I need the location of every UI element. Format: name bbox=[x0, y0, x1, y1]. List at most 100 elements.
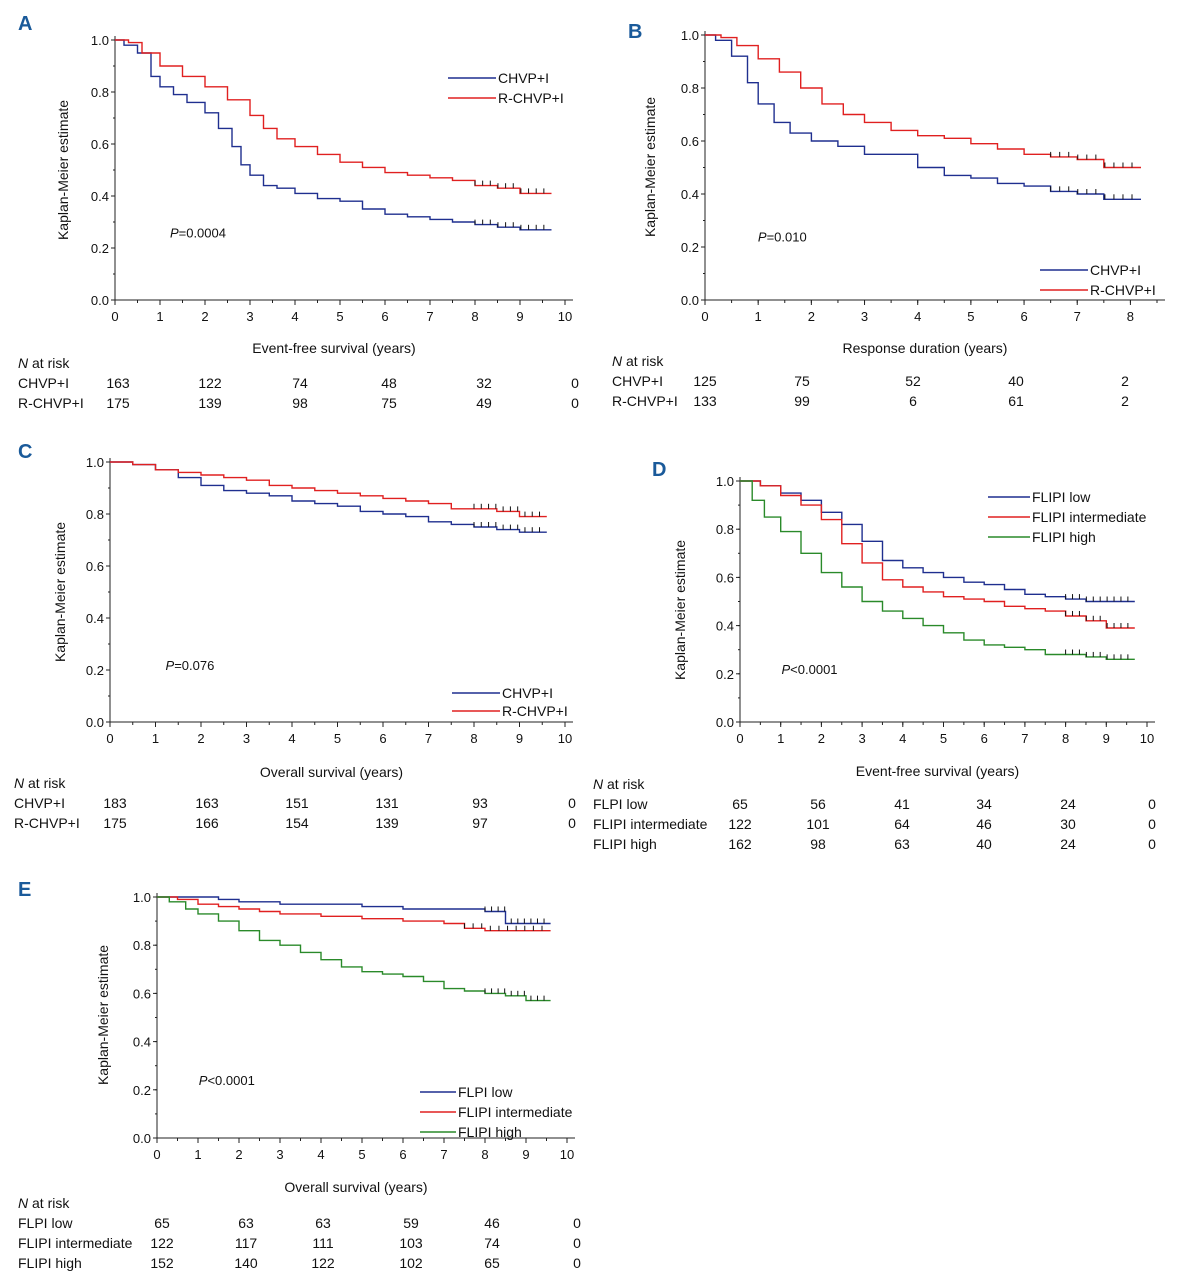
x-tick-label: 1 bbox=[755, 309, 762, 324]
series-line-0 bbox=[705, 34, 1141, 200]
y-tick-label: 0.8 bbox=[716, 522, 734, 537]
risk-value: 152 bbox=[150, 1255, 174, 1271]
y-axis-label: Kaplan-Meier estimate bbox=[55, 100, 71, 240]
y-axis-label: Kaplan-Meier estimate bbox=[95, 945, 111, 1085]
legend-label: FLIPI intermediate bbox=[1032, 509, 1147, 525]
risk-value: 0 bbox=[571, 375, 579, 391]
risk-value: 0 bbox=[1148, 796, 1156, 812]
risk-value: 34 bbox=[976, 796, 992, 812]
x-tick-label: 1 bbox=[777, 731, 784, 746]
x-tick-label: 2 bbox=[818, 731, 825, 746]
x-tick-label: 8 bbox=[481, 1147, 488, 1162]
risk-value: 63 bbox=[238, 1215, 254, 1231]
y-tick-label: 1.0 bbox=[91, 33, 109, 48]
x-tick-label: 3 bbox=[276, 1147, 283, 1162]
x-axis-label: Event-free survival (years) bbox=[856, 763, 1019, 779]
x-axis-label: Response duration (years) bbox=[843, 340, 1008, 356]
p-value: P=0.076 bbox=[166, 658, 215, 673]
x-tick-label: 0 bbox=[106, 731, 113, 746]
series-line-1 bbox=[705, 34, 1141, 169]
risk-value: 0 bbox=[573, 1235, 581, 1251]
x-tick-label: 0 bbox=[736, 731, 743, 746]
y-tick-label: 0.0 bbox=[86, 715, 104, 730]
risk-value: 131 bbox=[375, 795, 399, 811]
y-tick-label: 0.4 bbox=[716, 619, 734, 634]
risk-value: 74 bbox=[292, 375, 308, 391]
risk-value: 122 bbox=[311, 1255, 335, 1271]
risk-value: 154 bbox=[285, 815, 309, 831]
risk-value: 24 bbox=[1060, 836, 1076, 852]
x-tick-label: 5 bbox=[336, 309, 343, 324]
risk-value: 63 bbox=[315, 1215, 331, 1231]
legend-label: FLIPI high bbox=[458, 1124, 522, 1140]
y-tick-label: 0.6 bbox=[716, 570, 734, 585]
panel-b: B 0.0 0.2 0.4 0.6 0.8 1.0 0 1 2 3 4 5 6 7 8 Response dur… bbox=[612, 21, 1165, 409]
risk-table-header: N at risk bbox=[18, 1195, 70, 1211]
y-tick-label: 0.6 bbox=[86, 559, 104, 574]
y-tick-label: 1.0 bbox=[86, 455, 104, 470]
panel-label: B bbox=[628, 21, 642, 43]
y-tick-label: 0.2 bbox=[91, 241, 109, 256]
x-tick-label: 2 bbox=[235, 1147, 242, 1162]
risk-value: 166 bbox=[195, 815, 219, 831]
risk-value: 175 bbox=[103, 815, 127, 831]
legend-label: FLIPI low bbox=[1032, 489, 1091, 505]
x-tick-label: 5 bbox=[334, 731, 341, 746]
x-tick-label: 1 bbox=[152, 731, 159, 746]
x-tick-label: 3 bbox=[246, 309, 253, 324]
risk-value: 111 bbox=[312, 1235, 333, 1251]
x-tick-label: 8 bbox=[470, 731, 477, 746]
x-tick-label: 8 bbox=[471, 309, 478, 324]
x-tick-label: 4 bbox=[288, 731, 295, 746]
x-tick-label: 10 bbox=[1140, 731, 1154, 746]
panel-c: C 0.0 0.2 0.4 0.6 0.8 1.0 0 1 2 3 4 5 6 7 8 9 10 Overall s… bbox=[14, 441, 576, 831]
legend-label: R-CHVP+I bbox=[502, 703, 568, 719]
x-tick-label: 0 bbox=[111, 309, 118, 324]
legend-label: FLPI low bbox=[458, 1084, 513, 1100]
y-tick-label: 0.4 bbox=[86, 611, 104, 626]
risk-row-label: FLIPI intermediate bbox=[18, 1235, 133, 1251]
panel-a: A 0.0 0.2 0.4 0.6 0.8 1.0 0 1 2 3 4 5 6 7 8 9 10 Event-fre… bbox=[18, 13, 579, 411]
risk-value: 63 bbox=[894, 836, 910, 852]
x-tick-label: 1 bbox=[194, 1147, 201, 1162]
y-tick-label: 0.2 bbox=[86, 663, 104, 678]
x-tick-label: 4 bbox=[899, 731, 906, 746]
risk-value: 24 bbox=[1060, 796, 1076, 812]
y-tick-label: 0.2 bbox=[133, 1083, 151, 1098]
y-tick-label: 1.0 bbox=[716, 474, 734, 489]
y-tick-label: 0.8 bbox=[91, 85, 109, 100]
risk-value: 0 bbox=[568, 795, 576, 811]
legend-label: R-CHVP+I bbox=[1090, 282, 1156, 298]
risk-value: 2 bbox=[1121, 373, 1129, 389]
risk-value: 139 bbox=[375, 815, 399, 831]
risk-value: 151 bbox=[285, 795, 309, 811]
y-tick-label: 0.6 bbox=[133, 986, 151, 1001]
risk-value: 99 bbox=[794, 393, 810, 409]
risk-value: 183 bbox=[103, 795, 127, 811]
x-tick-label: 8 bbox=[1062, 731, 1069, 746]
risk-value: 46 bbox=[976, 816, 992, 832]
risk-value: 0 bbox=[1148, 836, 1156, 852]
series-line-0 bbox=[110, 461, 547, 533]
risk-value: 175 bbox=[106, 395, 130, 411]
series-line-0 bbox=[115, 39, 552, 231]
x-tick-label: 3 bbox=[858, 731, 865, 746]
y-axis-label: Kaplan-Meier estimate bbox=[642, 97, 658, 237]
panel-label: E bbox=[18, 879, 31, 901]
series-line-1 bbox=[740, 480, 1135, 629]
y-tick-label: 0.4 bbox=[681, 187, 699, 202]
x-tick-label: 4 bbox=[317, 1147, 324, 1162]
risk-value: 133 bbox=[693, 393, 717, 409]
risk-row-label: FLPI low bbox=[593, 796, 648, 812]
legend-label: R-CHVP+I bbox=[498, 90, 564, 106]
risk-row-label: FLIPI intermediate bbox=[593, 816, 708, 832]
x-tick-label: 9 bbox=[516, 309, 523, 324]
y-tick-label: 0.0 bbox=[681, 293, 699, 308]
x-tick-label: 5 bbox=[358, 1147, 365, 1162]
risk-row-label: FLIPI high bbox=[18, 1255, 82, 1271]
x-tick-label: 8 bbox=[1127, 309, 1134, 324]
panel-label: A bbox=[18, 13, 32, 35]
x-tick-label: 9 bbox=[1103, 731, 1110, 746]
risk-value: 139 bbox=[198, 395, 222, 411]
